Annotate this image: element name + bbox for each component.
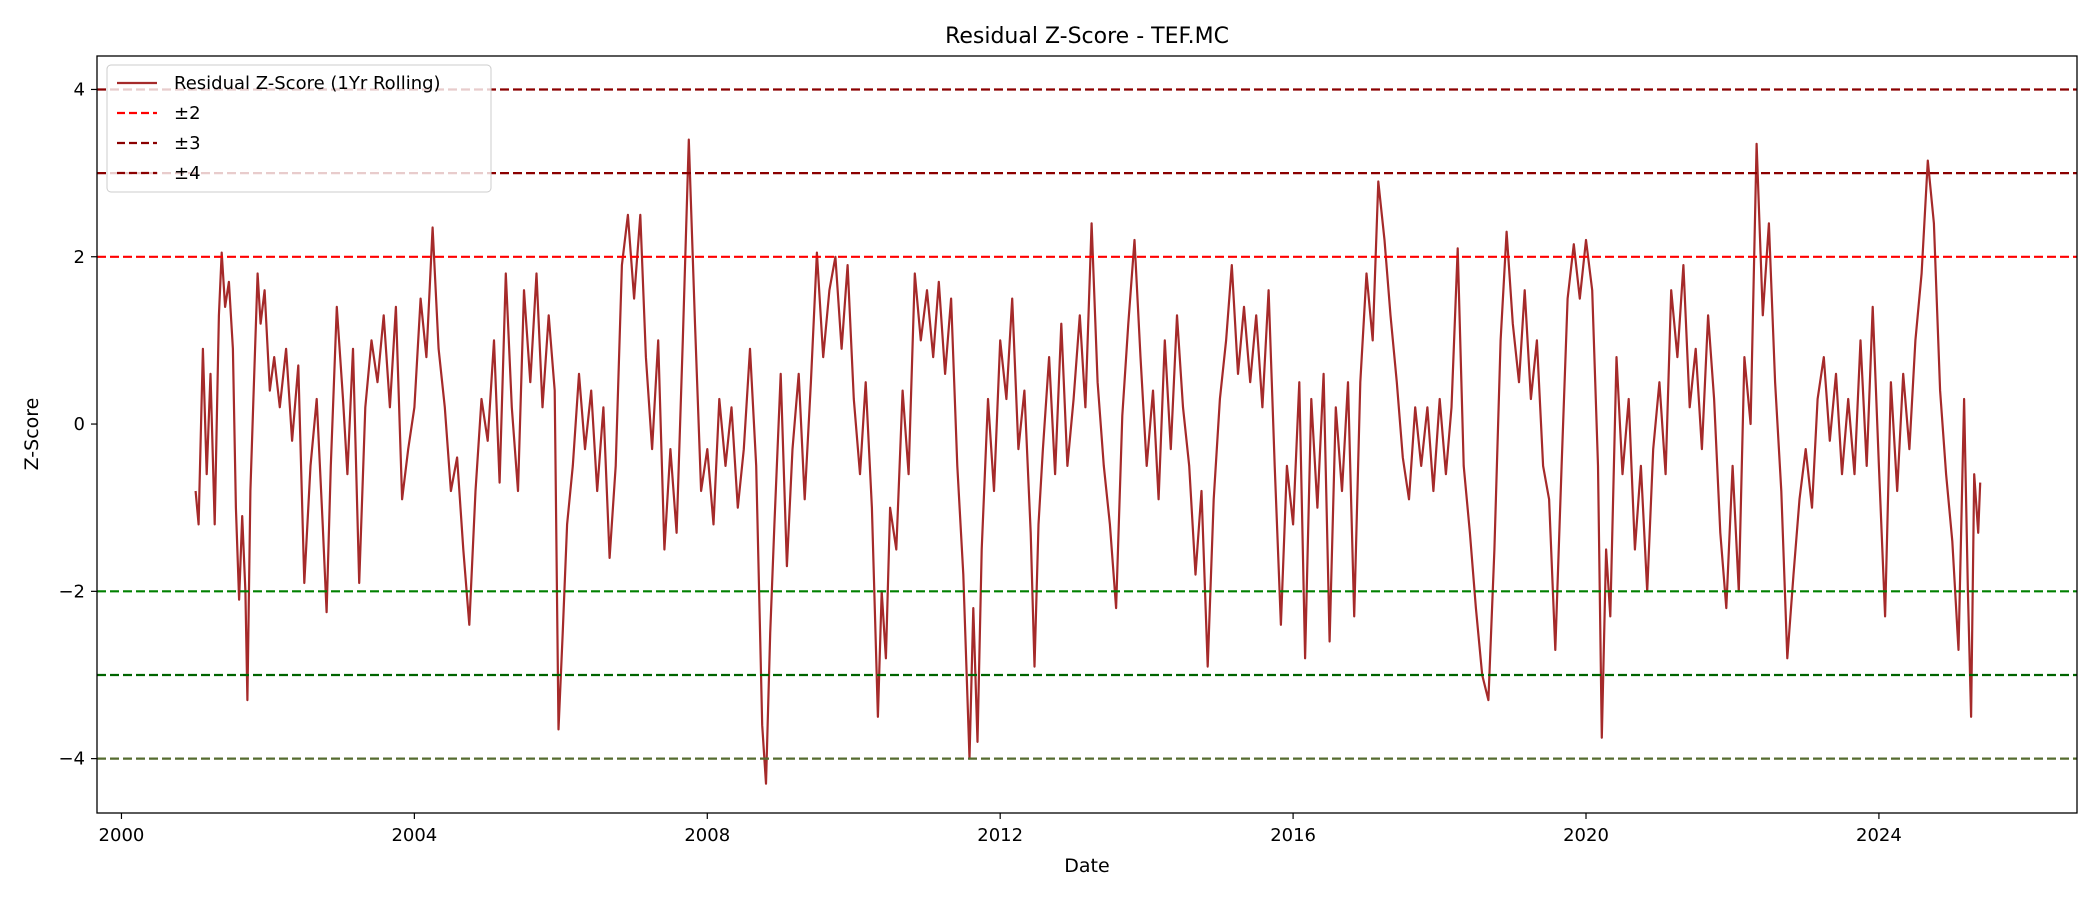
x-tick-label: 2004	[391, 825, 437, 846]
x-tick-label: 2024	[1856, 825, 1902, 846]
legend-label-zscore: Residual Z-Score (1Yr Rolling)	[174, 73, 441, 94]
legend-box	[106, 64, 492, 193]
y-tick-label: −4	[58, 749, 85, 770]
series-line-zscore	[194, 138, 1982, 785]
x-tick-label: 2020	[1563, 825, 1609, 846]
x-axis-label: Date	[1064, 855, 1109, 877]
axes-frame	[96, 55, 2078, 814]
x-tick-label: 2016	[1270, 825, 1316, 846]
chart-title: Residual Z-Score - TEF.MC	[945, 24, 1229, 49]
y-axis-label: Z-Score	[21, 398, 43, 471]
y-tick-label: 2	[74, 247, 85, 268]
y-tick-label: 0	[74, 414, 85, 435]
legend-label-pm3: ±3	[174, 133, 201, 154]
y-axis: −4 −2 0 2 4	[58, 79, 97, 770]
x-tick-label: 2008	[684, 825, 730, 846]
y-tick-label: 4	[74, 79, 85, 100]
y-tick-label: −2	[58, 581, 85, 602]
plot-area	[97, 88, 2077, 785]
legend: Residual Z-Score (1Yr Rolling) ±2 ±3 ±4	[106, 64, 492, 193]
x-axis: 2000 2004 2008 2012 2016 2020 2024	[99, 813, 1902, 846]
x-tick-label: 2012	[977, 825, 1023, 846]
x-tick-label: 2000	[99, 825, 145, 846]
legend-label-pm4: ±4	[174, 163, 201, 184]
legend-label-pm2: ±2	[174, 103, 201, 124]
